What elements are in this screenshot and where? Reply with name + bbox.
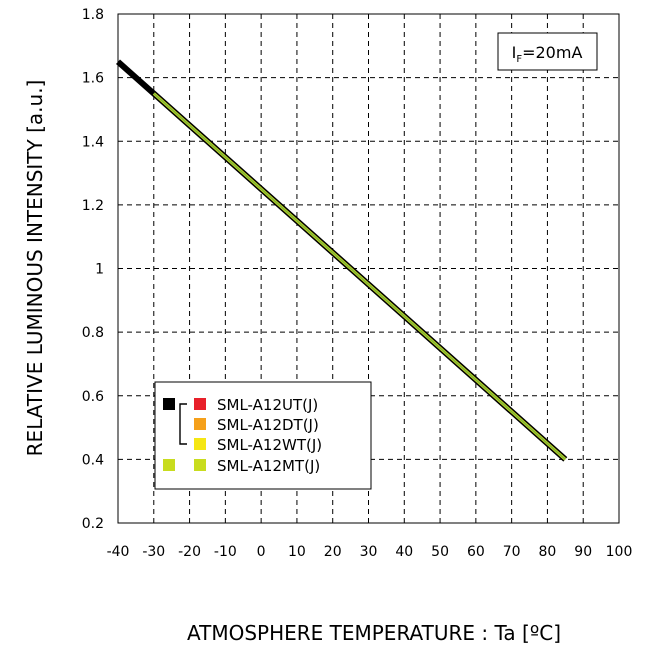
legend-label: SML-A12UT(J) — [217, 396, 318, 414]
y-tick-label: 0.2 — [82, 516, 104, 532]
x-tick-label: 90 — [574, 544, 592, 560]
legend-swatch — [194, 398, 206, 410]
x-tick-label: -40 — [107, 544, 130, 560]
x-tick-label: 100 — [606, 544, 633, 560]
y-tick-label: 0.4 — [82, 452, 104, 468]
svg-text:IF=20mA: IF=20mA — [512, 43, 583, 65]
x-tick-label: -20 — [178, 544, 201, 560]
legend-box — [154, 381, 372, 490]
x-tick-label: 40 — [395, 544, 413, 560]
x-tick-label: 30 — [360, 544, 378, 560]
annotation-suffix: =20mA — [522, 43, 582, 62]
legend-label: SML-A12DT(J) — [217, 416, 319, 434]
series-layer — [116, 59, 568, 462]
y-tick-label: 1.8 — [82, 7, 104, 23]
x-tick-label: 0 — [257, 544, 266, 560]
y-tick-label: 0.6 — [82, 389, 104, 405]
x-tick-label: 20 — [324, 544, 342, 560]
legend-group-swatch — [163, 398, 175, 410]
legend-label: SML-A12WT(J) — [217, 436, 322, 454]
y-axis-label: RELATIVE LUMINOUS INTENSITY [a.u.] — [23, 80, 47, 457]
y-tick-label: 1 — [95, 262, 104, 278]
y-tick-label: 0.8 — [82, 325, 104, 341]
x-tick-label: 80 — [539, 544, 557, 560]
annotation-prefix: I — [512, 43, 517, 62]
y-tick-label: 1.4 — [82, 134, 104, 150]
legend-group-bracket — [179, 403, 187, 445]
x-tick-label: -30 — [142, 544, 165, 560]
annotation-subscript: F — [516, 54, 522, 65]
plot-frame — [117, 13, 620, 524]
condition-annotation: IF=20mA — [497, 32, 598, 71]
y-tick-label: 1.6 — [82, 71, 104, 87]
x-tick-label: 50 — [431, 544, 449, 560]
x-tick-label: -10 — [214, 544, 237, 560]
x-axis-label: ATMOSPHERE TEMPERATURE : Ta [ºC] — [187, 621, 561, 645]
x-tick-label: 70 — [503, 544, 521, 560]
legend-label: SML-A12MT(J) — [217, 457, 320, 475]
x-tick-label: 10 — [288, 544, 306, 560]
x-tick-labels: -40 -30 -20 -10 0 10 20 30 40 50 60 70 80 90 100 — [107, 544, 633, 560]
legend-swatch — [194, 438, 206, 450]
legend: SML-A12UT(J) SML-A12DT(J) SML-A12WT(J) SML-… — [154, 381, 372, 490]
x-tick-label: 60 — [467, 544, 485, 560]
y-tick-label: 1.2 — [82, 198, 104, 214]
legend-swatch — [194, 418, 206, 430]
legend-swatch — [194, 459, 206, 471]
legend-group-swatch-mt — [163, 459, 175, 471]
y-tick-labels: 0.2 0.4 0.6 0.8 1 1.2 1.4 1.6 1.8 — [82, 7, 104, 532]
series-line-mt-core — [153, 93, 566, 460]
